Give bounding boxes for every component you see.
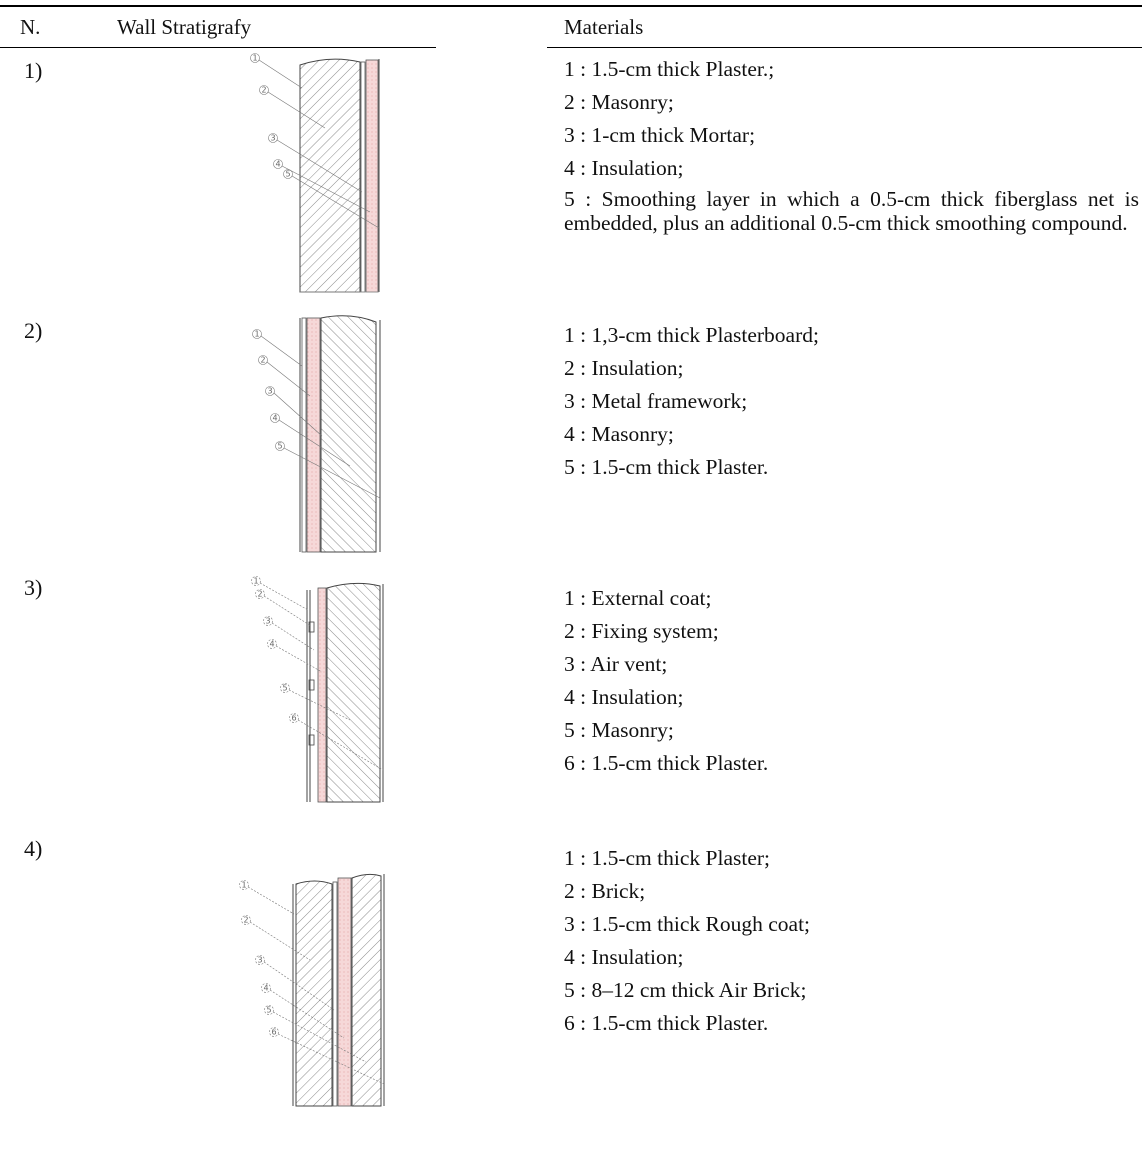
- material-item: 2 : Fixing system;: [564, 619, 719, 643]
- material-item: 2 : Masonry;: [564, 90, 674, 114]
- svg-text:1: 1: [253, 54, 258, 63]
- header-materials: Materials: [564, 15, 644, 39]
- materials-list: 1 : 1.5-cm thick Plaster.; 2 : Masonry; …: [564, 56, 1139, 242]
- wall-3-ventilated-facade-icon: 1 2 3 4 5 6: [251, 576, 384, 803]
- material-item: 1 : External coat;: [564, 586, 712, 610]
- row-number: 1): [24, 58, 43, 83]
- svg-text:4: 4: [273, 414, 278, 423]
- svg-text:1: 1: [254, 577, 259, 586]
- material-item: 6 : 1.5-cm thick Plaster.: [564, 1011, 769, 1035]
- material-item: 1 : 1.5-cm thick Plaster.;: [564, 57, 775, 81]
- svg-text:5: 5: [283, 684, 288, 693]
- svg-text:3: 3: [268, 387, 273, 396]
- material-item: 2 : Brick;: [564, 879, 646, 903]
- material-item: 1 : 1,3-cm thick Plasterboard;: [564, 323, 819, 347]
- row-number: 4): [24, 836, 43, 861]
- svg-text:1: 1: [242, 881, 247, 890]
- header-wall-stratigraphy: Wall Stratigrafy: [117, 15, 252, 39]
- header-rule-right: [547, 47, 1142, 48]
- top-rule: [0, 5, 1142, 7]
- wall-1-external-insulation-icon: 1 2 3 45: [250, 53, 380, 293]
- material-item: 6 : 1.5-cm thick Plaster.: [564, 751, 769, 775]
- svg-text:5: 5: [267, 1006, 272, 1015]
- svg-text:6: 6: [272, 1028, 277, 1037]
- material-item: 2 : Insulation;: [564, 356, 684, 380]
- wall-4-cavity-insulation-icon: 1 2 3 4 5 6: [239, 873, 385, 1107]
- header-n: N.: [20, 15, 41, 39]
- material-item: 3 : 1.5-cm thick Rough coat;: [564, 912, 811, 936]
- material-item: 4 : Insulation;: [564, 156, 684, 180]
- materials-list: 1 : 1,3-cm thick Plasterboard; 2 : Insul…: [564, 322, 1139, 487]
- material-item: 4 : Masonry;: [564, 422, 674, 446]
- wall-2-internal-insulation-icon: 1 2 3 4 5: [252, 315, 381, 553]
- materials-list: 1 : 1.5-cm thick Plaster; 2 : Brick; 3 :…: [564, 845, 1139, 1043]
- svg-text:3: 3: [271, 134, 276, 143]
- header-rule: [0, 47, 436, 48]
- material-item: 5 : Smoothing layer in which a 0.5-cm th…: [564, 187, 1139, 235]
- svg-text:2: 2: [262, 86, 267, 95]
- materials-list: 1 : External coat; 2 : Fixing system; 3 …: [564, 585, 1139, 783]
- svg-text:4: 4: [270, 640, 275, 649]
- row-number: 3): [24, 575, 43, 600]
- material-item: 5 : 8–12 cm thick Air Brick;: [564, 978, 807, 1002]
- material-item: 3 : 1-cm thick Mortar;: [564, 123, 756, 147]
- svg-text:4: 4: [264, 984, 269, 993]
- svg-text:5: 5: [286, 170, 291, 179]
- svg-text:2: 2: [258, 590, 263, 599]
- material-item: 4 : Insulation;: [564, 945, 684, 969]
- material-item: 3 : Metal framework;: [564, 389, 748, 413]
- svg-text:5: 5: [278, 442, 283, 451]
- material-item: 1 : 1.5-cm thick Plaster;: [564, 846, 771, 870]
- svg-text:2: 2: [244, 916, 249, 925]
- svg-text:2: 2: [261, 356, 266, 365]
- material-item: 4 : Insulation;: [564, 685, 684, 709]
- row-number: 2): [24, 318, 43, 343]
- svg-text:3: 3: [266, 617, 271, 626]
- svg-text:6: 6: [292, 714, 297, 723]
- material-item: 5 : Masonry;: [564, 718, 674, 742]
- svg-text:3: 3: [258, 956, 263, 965]
- material-item: 5 : 1.5-cm thick Plaster.: [564, 455, 769, 479]
- material-item: 3 : Air vent;: [564, 652, 668, 676]
- svg-text:4: 4: [276, 160, 281, 169]
- svg-text:1: 1: [255, 330, 260, 339]
